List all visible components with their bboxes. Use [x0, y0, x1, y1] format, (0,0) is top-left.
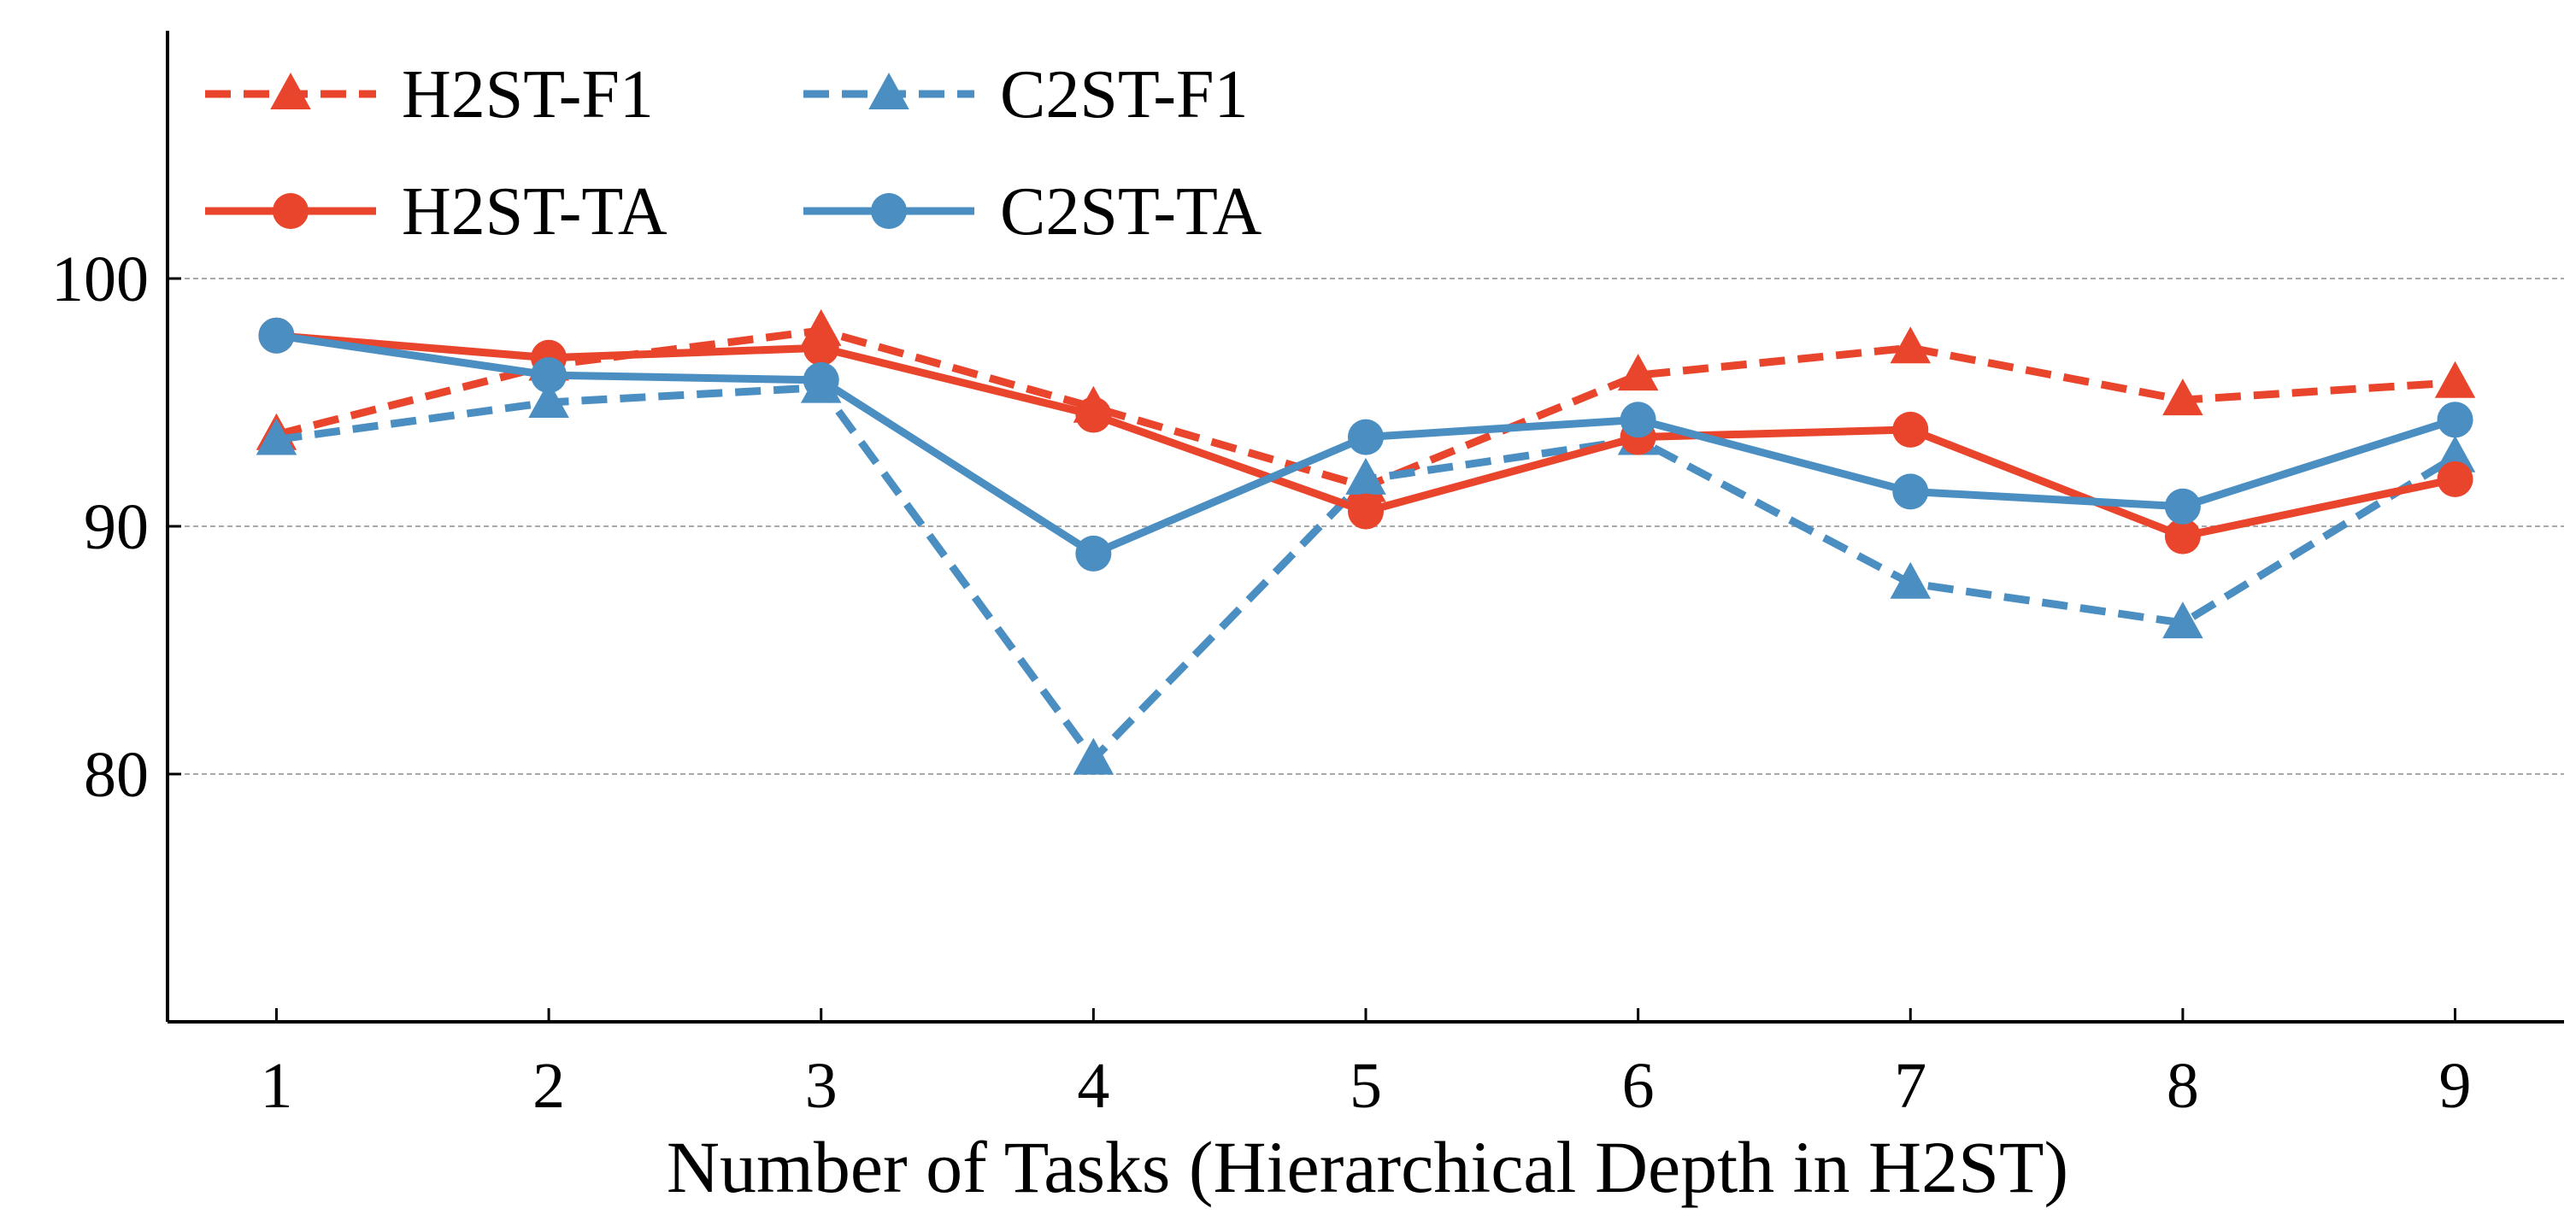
y-tick-label: 90 — [84, 491, 149, 563]
legend-swatch-marker — [871, 193, 907, 229]
data-point-h2st-f1 — [1890, 326, 1932, 364]
x-tick-label: 3 — [805, 1050, 838, 1122]
data-point-h2st-f1 — [2162, 378, 2203, 416]
data-point-c2st-ta — [1348, 419, 1384, 455]
series-group — [256, 308, 2476, 775]
legend-swatch-marker — [868, 73, 909, 109]
legend-item-h2st-f1: H2ST-F1 — [205, 57, 654, 132]
x-tick-label: 6 — [1622, 1050, 1655, 1122]
legend-item-c2st-f1: C2ST-F1 — [803, 57, 1249, 132]
data-point-c2st-f1 — [256, 418, 297, 455]
legend-item-h2st-ta: H2ST-TA — [205, 174, 668, 249]
y-tick-label: 100 — [51, 243, 149, 315]
legend-label: C2ST-F1 — [1000, 57, 1249, 132]
x-tick-label: 8 — [2167, 1050, 2199, 1122]
x-tick-label: 1 — [260, 1050, 292, 1122]
legend-label: H2ST-F1 — [402, 57, 654, 132]
data-point-c2st-ta — [531, 357, 568, 394]
data-point-h2st-ta — [1892, 411, 1929, 448]
data-point-c2st-f1 — [1073, 737, 1115, 775]
x-tick-label: 4 — [1077, 1050, 1109, 1122]
data-point-h2st-ta — [2164, 518, 2201, 554]
data-point-h2st-ta — [803, 330, 839, 367]
x-tick-label: 2 — [532, 1050, 565, 1122]
data-point-c2st-ta — [1620, 402, 1656, 438]
data-point-c2st-f1 — [2434, 435, 2476, 472]
legend-label: H2ST-TA — [402, 174, 668, 249]
data-point-c2st-ta — [1075, 535, 1112, 572]
x-tick-label: 5 — [1350, 1050, 1382, 1122]
axes — [166, 31, 2564, 1024]
legend-label: C2ST-TA — [1000, 174, 1262, 249]
data-point-c2st-ta — [803, 361, 839, 398]
tick-labels: 80 90 100 1 2 3 4 5 6 7 8 9 — [51, 243, 2472, 1122]
data-point-c2st-f1 — [1345, 457, 1386, 495]
data-point-h2st-ta — [1075, 396, 1112, 433]
x-tick-label: 7 — [1894, 1050, 1926, 1122]
series-c2st-ta — [258, 317, 2473, 572]
y-tick-label: 80 — [84, 739, 149, 811]
x-axis-title: Number of Tasks (Hierarchical Depth in H… — [667, 1126, 2068, 1208]
data-point-c2st-ta — [1892, 473, 1929, 510]
data-point-c2st-ta — [258, 317, 295, 354]
legend-swatch-marker — [273, 193, 309, 229]
legend: H2ST-F1 C2ST-F1 H2ST-TA C2ST-TA — [205, 57, 1262, 249]
x-tick-label: 9 — [2439, 1050, 2472, 1122]
data-point-c2st-ta — [2164, 488, 2201, 525]
data-point-c2st-f1 — [1890, 561, 1932, 599]
data-point-h2st-ta — [1348, 493, 1384, 530]
legend-swatch-marker — [270, 73, 311, 109]
legend-item-c2st-ta: C2ST-TA — [803, 174, 1262, 249]
data-point-h2st-ta — [2437, 461, 2473, 497]
data-point-c2st-ta — [2437, 402, 2473, 438]
data-point-h2st-f1 — [1617, 354, 1659, 391]
data-point-h2st-f1 — [2434, 361, 2476, 398]
data-point-c2st-f1 — [2162, 601, 2203, 639]
data-point-c2st-f1 — [528, 381, 569, 418]
